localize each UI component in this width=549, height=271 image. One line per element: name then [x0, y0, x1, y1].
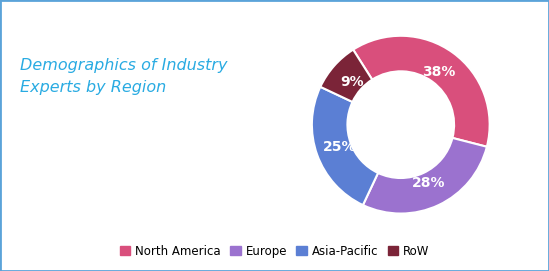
Wedge shape	[363, 138, 487, 214]
Wedge shape	[312, 87, 378, 205]
Text: 9%: 9%	[340, 75, 364, 89]
Legend: North America, Europe, Asia-Pacific, RoW: North America, Europe, Asia-Pacific, RoW	[115, 240, 434, 262]
Wedge shape	[321, 50, 372, 102]
Text: Demographics of Industry
Experts by Region: Demographics of Industry Experts by Regi…	[20, 58, 228, 95]
Text: 25%: 25%	[323, 140, 356, 154]
Text: 38%: 38%	[422, 65, 456, 79]
Text: 28%: 28%	[412, 176, 445, 190]
Wedge shape	[353, 36, 490, 147]
